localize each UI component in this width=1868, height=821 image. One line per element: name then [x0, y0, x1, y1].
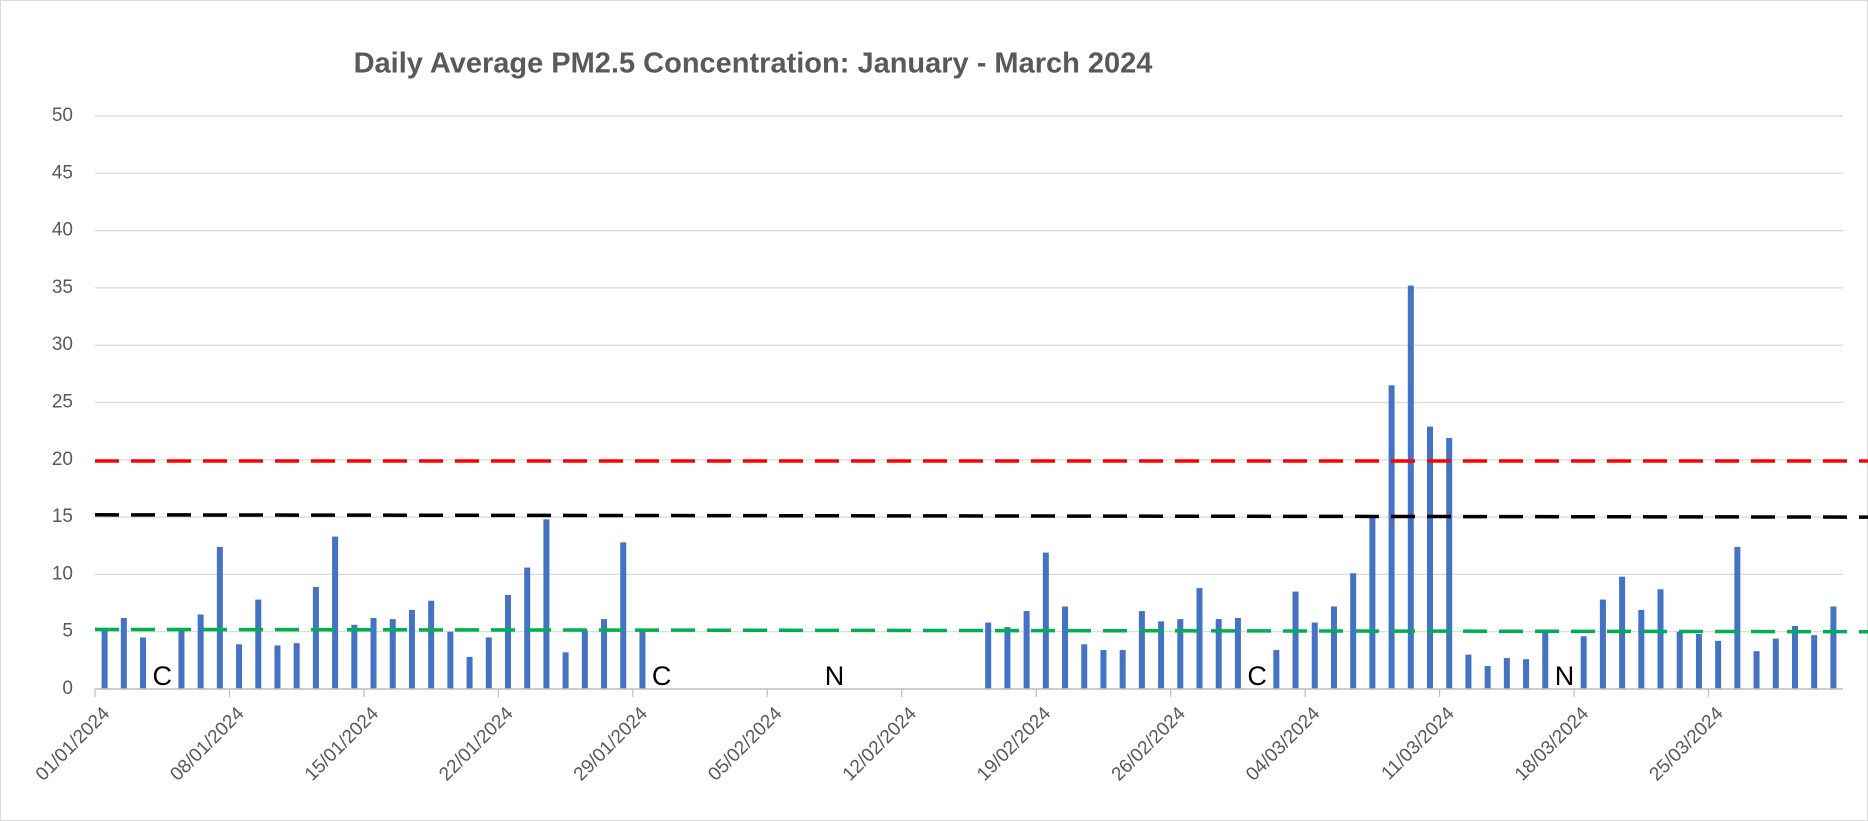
bar — [562, 652, 569, 689]
bar — [581, 630, 588, 689]
bar — [1542, 632, 1549, 689]
bar — [639, 629, 646, 689]
bar — [1811, 635, 1818, 689]
category-note: N — [1555, 661, 1575, 691]
bar — [197, 614, 204, 689]
bar — [1753, 651, 1760, 689]
bar — [620, 542, 627, 689]
bar — [120, 617, 127, 689]
y-tick-label: 5 — [62, 621, 73, 642]
bar — [1138, 611, 1145, 689]
bar — [1158, 621, 1165, 689]
bar — [351, 624, 358, 689]
bar — [1523, 659, 1530, 689]
bar — [1100, 650, 1107, 689]
bar — [1446, 438, 1453, 689]
bar — [1580, 636, 1587, 689]
y-tick-label: 15 — [52, 506, 73, 527]
bar — [466, 656, 473, 689]
bar — [293, 643, 300, 689]
bar — [332, 536, 339, 689]
bar — [1292, 591, 1299, 689]
bar — [1081, 644, 1088, 689]
bar — [1215, 619, 1222, 689]
bar — [1791, 625, 1798, 689]
bar — [428, 600, 435, 689]
y-tick-label: 0 — [62, 678, 73, 699]
bar — [274, 645, 281, 689]
bar — [1695, 633, 1702, 689]
bar — [1503, 658, 1510, 689]
bar — [1830, 606, 1837, 689]
category-note: C — [152, 661, 172, 691]
bar — [1407, 285, 1414, 689]
bar — [1715, 640, 1722, 689]
bar — [1676, 631, 1683, 689]
y-tick-label: 10 — [52, 563, 73, 584]
y-tick-label: 25 — [52, 392, 73, 413]
bar — [447, 631, 454, 689]
bar — [1062, 606, 1069, 689]
reference-line — [94, 627, 1868, 634]
bar — [312, 587, 319, 689]
bar — [236, 644, 243, 689]
bar — [1330, 606, 1337, 689]
bar — [1657, 589, 1664, 689]
bar — [1004, 627, 1011, 689]
bar — [1427, 426, 1434, 689]
bar — [1119, 650, 1126, 689]
bar — [504, 595, 511, 689]
bar — [1273, 650, 1280, 689]
bar — [601, 619, 608, 689]
bar — [985, 622, 992, 689]
bar — [408, 609, 415, 689]
bar — [255, 599, 262, 689]
bar — [1023, 611, 1030, 689]
bar — [1772, 638, 1779, 689]
bar — [1388, 385, 1395, 689]
category-note: C — [652, 661, 672, 691]
bar — [1369, 517, 1376, 689]
bar — [370, 617, 377, 689]
y-tick-label: 30 — [52, 334, 73, 355]
y-tick-label: 50 — [52, 105, 73, 126]
reference-line — [94, 513, 1868, 519]
bar — [140, 637, 147, 689]
bar — [1734, 546, 1741, 689]
bar — [1465, 654, 1472, 689]
bar — [101, 629, 108, 689]
y-tick-label: 45 — [52, 162, 73, 183]
category-note: N — [825, 661, 845, 691]
bar — [485, 637, 492, 689]
bar — [1311, 622, 1318, 689]
bar — [1638, 609, 1645, 689]
bar — [1177, 619, 1184, 689]
category-note: C — [1247, 661, 1267, 691]
bar — [1042, 552, 1049, 689]
bar — [178, 629, 185, 689]
bar — [543, 519, 550, 689]
y-tick-label: 40 — [52, 220, 73, 241]
bar — [1599, 599, 1606, 689]
bar — [216, 546, 223, 689]
bar — [1484, 666, 1491, 689]
bar — [1350, 573, 1357, 689]
bar — [1234, 617, 1241, 689]
bar — [1196, 588, 1203, 689]
y-tick-label: 35 — [52, 277, 73, 298]
y-tick-label: 20 — [52, 449, 73, 470]
chart-title: Daily Average PM2.5 Concentration: Janua… — [354, 48, 1153, 80]
bar — [389, 619, 396, 689]
